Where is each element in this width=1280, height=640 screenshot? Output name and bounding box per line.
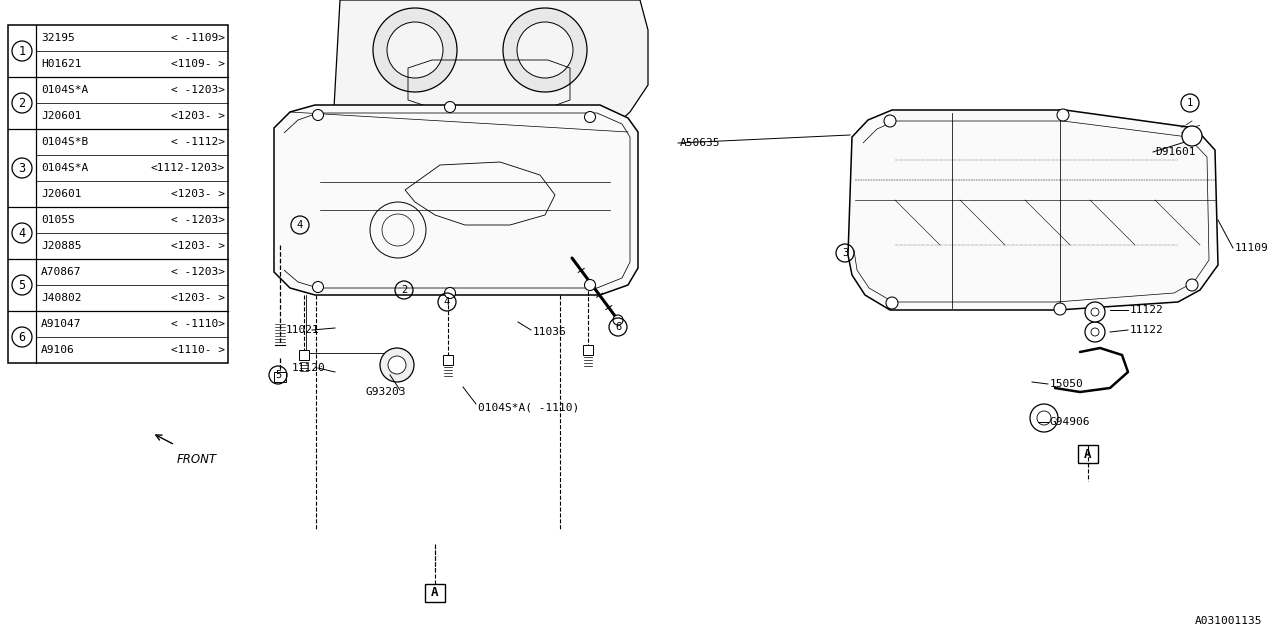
Polygon shape: [292, 0, 648, 225]
Text: A: A: [431, 586, 439, 600]
Circle shape: [312, 109, 324, 120]
Circle shape: [585, 280, 595, 291]
Text: 6: 6: [18, 330, 26, 344]
Circle shape: [503, 8, 588, 92]
Circle shape: [312, 282, 324, 292]
Bar: [274, 372, 285, 382]
Text: 1: 1: [18, 45, 26, 58]
Text: 5: 5: [275, 370, 282, 380]
Text: 11021: 11021: [285, 325, 320, 335]
Text: 0104S*A( -1110): 0104S*A( -1110): [477, 402, 580, 412]
Text: J40802: J40802: [41, 293, 82, 303]
Text: 11036: 11036: [532, 327, 567, 337]
Circle shape: [1187, 279, 1198, 291]
Circle shape: [1187, 128, 1199, 140]
Text: 0104S*A: 0104S*A: [41, 163, 88, 173]
Text: A50635: A50635: [680, 138, 721, 148]
Text: 4: 4: [18, 227, 26, 239]
Circle shape: [1030, 404, 1059, 432]
Bar: [300, 350, 308, 360]
Text: A91047: A91047: [41, 319, 82, 329]
Text: <1203- >: <1203- >: [172, 293, 225, 303]
Text: FRONT: FRONT: [177, 453, 218, 466]
Circle shape: [1181, 126, 1202, 146]
Text: <1109- >: <1109- >: [172, 59, 225, 69]
Circle shape: [1091, 328, 1100, 336]
Text: 6: 6: [614, 322, 621, 332]
Circle shape: [1057, 109, 1069, 121]
Text: 2: 2: [18, 97, 26, 109]
Text: <1203- >: <1203- >: [172, 189, 225, 199]
Text: < -1110>: < -1110>: [172, 319, 225, 329]
Circle shape: [444, 287, 456, 298]
Text: <1112-1203>: <1112-1203>: [151, 163, 225, 173]
Bar: [425, 584, 445, 602]
Text: 1: 1: [1187, 98, 1193, 108]
Text: 11122: 11122: [1130, 325, 1164, 335]
Bar: [1078, 445, 1098, 463]
Text: 4: 4: [444, 297, 451, 307]
Text: 2: 2: [401, 285, 407, 295]
Circle shape: [613, 315, 623, 325]
Circle shape: [1085, 302, 1105, 322]
Bar: [582, 345, 593, 355]
Text: G94906: G94906: [1050, 417, 1091, 427]
Circle shape: [585, 111, 595, 122]
Text: 3: 3: [842, 248, 849, 258]
Text: A: A: [1084, 447, 1092, 461]
Circle shape: [444, 102, 456, 113]
Text: < -1203>: < -1203>: [172, 215, 225, 225]
Text: 0104S*A: 0104S*A: [41, 85, 88, 95]
Text: <1110- >: <1110- >: [172, 345, 225, 355]
Circle shape: [884, 115, 896, 127]
Bar: [443, 355, 453, 365]
Text: < -1203>: < -1203>: [172, 267, 225, 277]
Text: G93203: G93203: [365, 387, 406, 397]
Text: H01621: H01621: [41, 59, 82, 69]
Text: 5: 5: [18, 278, 26, 291]
Text: < -1109>: < -1109>: [172, 33, 225, 43]
Circle shape: [387, 22, 443, 78]
Text: 4: 4: [297, 220, 303, 230]
Circle shape: [886, 297, 899, 309]
Text: 0105S: 0105S: [41, 215, 74, 225]
Circle shape: [1037, 411, 1051, 425]
Circle shape: [1091, 308, 1100, 316]
Text: D91601: D91601: [1155, 147, 1196, 157]
Text: J20601: J20601: [41, 111, 82, 121]
Text: <1203- >: <1203- >: [172, 111, 225, 121]
Text: A70867: A70867: [41, 267, 82, 277]
Text: < -1203>: < -1203>: [172, 85, 225, 95]
Text: 11122: 11122: [1130, 305, 1164, 315]
Circle shape: [1053, 303, 1066, 315]
Text: 11120: 11120: [292, 363, 325, 373]
Polygon shape: [849, 110, 1219, 310]
Circle shape: [372, 8, 457, 92]
Text: J20601: J20601: [41, 189, 82, 199]
Circle shape: [1085, 322, 1105, 342]
Text: J20885: J20885: [41, 241, 82, 251]
Text: 11109: 11109: [1235, 243, 1268, 253]
Text: 0104S*B: 0104S*B: [41, 137, 88, 147]
Circle shape: [388, 356, 406, 374]
Bar: [8, 25, 228, 363]
Polygon shape: [274, 105, 637, 295]
Text: < -1112>: < -1112>: [172, 137, 225, 147]
Text: <1203- >: <1203- >: [172, 241, 225, 251]
Text: 32195: 32195: [41, 33, 74, 43]
Text: 3: 3: [18, 161, 26, 175]
Circle shape: [380, 348, 413, 382]
Text: 15050: 15050: [1050, 379, 1084, 389]
Text: A9106: A9106: [41, 345, 74, 355]
Text: A031001135: A031001135: [1194, 616, 1262, 626]
Circle shape: [517, 22, 573, 78]
